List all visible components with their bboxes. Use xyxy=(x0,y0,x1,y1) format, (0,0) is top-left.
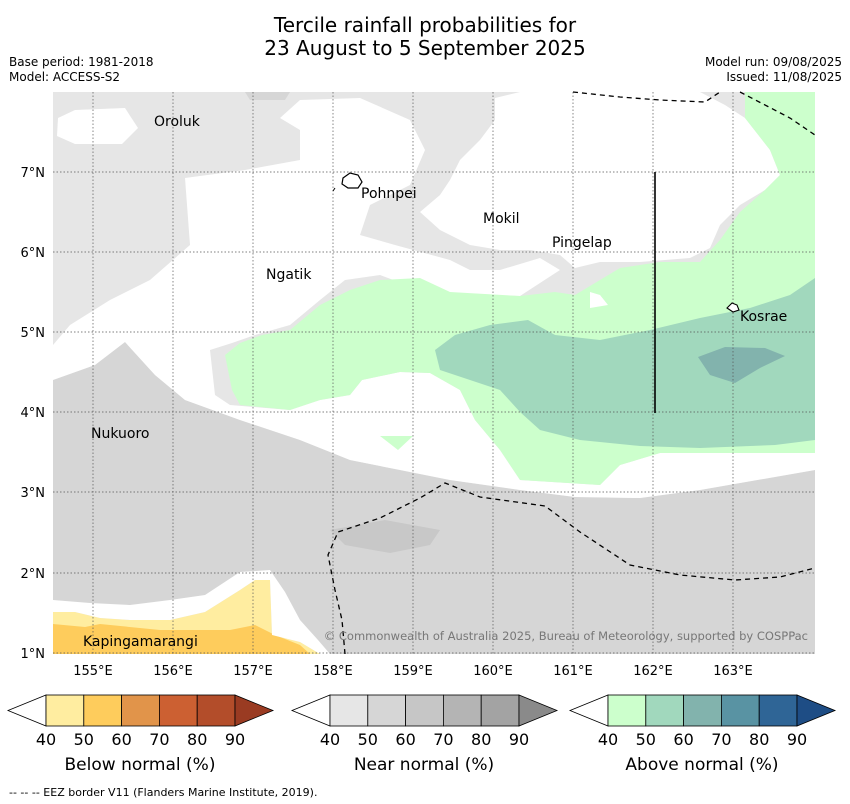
colorbar-tick-label: 50 xyxy=(636,730,656,749)
colorbar-tick-label: 80 xyxy=(471,730,491,749)
colorbar-swatch xyxy=(683,694,722,727)
colorbar-2: 40 50 60 70 80 90 xyxy=(568,694,837,749)
lat-label: 6°N xyxy=(21,246,46,261)
longitude-labels: 155°E 156°E 157°E 158°E 159°E 160°E 161°… xyxy=(73,664,753,679)
kosrae-island-shape xyxy=(726,302,740,313)
colorbar-1: 40 50 60 70 80 90 xyxy=(290,694,559,749)
colorbar-swatch xyxy=(405,694,444,727)
eez-border xyxy=(327,91,816,655)
lon-label: 161°E xyxy=(553,664,593,679)
map-title-line-1: Tercile rainfall probabilities for xyxy=(273,13,577,37)
lon-label: 155°E xyxy=(73,664,113,679)
model-name: Model: ACCESS-S2 xyxy=(9,70,121,84)
colorbar-swatch xyxy=(645,694,684,727)
colorbar-swatch xyxy=(83,694,123,727)
place-label-mokil: Mokil xyxy=(483,211,520,227)
colorbar-left-extension xyxy=(6,694,47,727)
lat-label: 4°N xyxy=(21,406,46,421)
colorbar-legends: 40 50 60 70 80 90 40 50 60 70 80 90 40 50 60 70 80 90 xyxy=(6,694,837,749)
colorbar-swatch xyxy=(121,694,160,727)
colorbar-tick-label: 70 xyxy=(433,730,453,749)
colorbar-swatch xyxy=(158,694,198,727)
latitude-labels: 7°N 6°N 5°N 4°N 3°N 2°N 1°N xyxy=(21,166,46,662)
rainfall-map: Oroluk Pohnpei Mokil Pingelap Ngatik Kos… xyxy=(21,91,816,679)
colorbar-swatch xyxy=(758,694,798,727)
lon-label: 158°E xyxy=(313,664,353,679)
colorbar-tick-label: 50 xyxy=(74,730,94,749)
colorbar-tick-label: 90 xyxy=(509,730,529,749)
lat-label: 5°N xyxy=(21,326,46,341)
colorbar-swatch xyxy=(367,694,406,727)
colorbar-right-extension xyxy=(234,694,275,727)
lon-label: 156°E xyxy=(153,664,193,679)
colorbar-0: 40 50 60 70 80 90 xyxy=(6,694,275,749)
colorbar-label-below-normal: Below normal (%) xyxy=(64,755,216,775)
colorbar-swatch xyxy=(329,694,369,727)
colorbar-left-extension xyxy=(568,694,609,727)
colorbar-swatch xyxy=(442,694,482,727)
colorbar-tick-label: 70 xyxy=(711,730,731,749)
colorbar-swatch xyxy=(607,694,647,727)
colorbar-label-above-normal: Above normal (%) xyxy=(625,755,779,775)
place-label-pohnpei: Pohnpei xyxy=(361,186,417,202)
map-title-line-2: 23 August to 5 September 2025 xyxy=(264,36,586,60)
place-label-kapingamarangi: Kapingamarangi xyxy=(83,634,198,650)
colorbar-tick-label: 60 xyxy=(673,730,693,749)
colorbar-tick-label: 70 xyxy=(149,730,169,749)
lat-label: 2°N xyxy=(21,567,46,582)
eez-footnote: -- -- -- EEZ border V11 (Flanders Marine… xyxy=(9,786,318,799)
near-normal-60-patch xyxy=(330,520,440,553)
place-label-pingelap: Pingelap xyxy=(552,235,612,251)
lon-label: 157°E xyxy=(233,664,273,679)
place-label-oroluk: Oroluk xyxy=(154,114,201,130)
colorbar-swatch xyxy=(45,694,85,727)
copyright-notice: © Commonwealth of Australia 2025, Bureau… xyxy=(324,629,808,643)
colorbar-tick-label: 60 xyxy=(395,730,415,749)
pohnpei-island-shape xyxy=(341,172,363,189)
graticule xyxy=(53,92,815,654)
colorbar-tick-label: 50 xyxy=(358,730,378,749)
colorbar-tick-label: 40 xyxy=(598,730,618,749)
colorbar-tick-label: 90 xyxy=(787,730,807,749)
place-label-ngatik: Ngatik xyxy=(266,267,312,283)
base-period: Base period: 1981-2018 xyxy=(9,55,154,69)
lat-label: 3°N xyxy=(21,486,46,501)
issued-date: Issued: 11/08/2025 xyxy=(726,70,842,84)
colorbar-left-extension xyxy=(290,694,331,727)
above-normal-70-patch xyxy=(698,347,785,383)
colorbar-right-extension xyxy=(796,694,837,727)
colorbar-swatch xyxy=(480,694,520,727)
below-normal-50-60-region xyxy=(53,624,310,654)
above-normal-60-region xyxy=(435,278,815,448)
colorbar-tick-label: 80 xyxy=(749,730,769,749)
model-run-date: Model run: 09/08/2025 xyxy=(704,55,842,69)
colorbar-label-near-normal: Near normal (%) xyxy=(353,755,495,775)
colorbar-swatch xyxy=(721,694,760,727)
lon-label: 159°E xyxy=(393,664,433,679)
colorbar-swatch xyxy=(196,694,236,727)
map-fill-layers xyxy=(53,92,815,654)
colorbar-tick-label: 80 xyxy=(187,730,207,749)
lon-label: 163°E xyxy=(713,664,753,679)
lon-label: 160°E xyxy=(473,664,513,679)
lon-label: 162°E xyxy=(633,664,673,679)
place-label-nukuoro: Nukuoro xyxy=(91,426,149,442)
colorbar-tick-label: 40 xyxy=(320,730,340,749)
colorbar-tick-label: 60 xyxy=(111,730,131,749)
lat-label: 7°N xyxy=(21,166,46,181)
colorbar-tick-label: 90 xyxy=(225,730,245,749)
colorbar-tick-label: 40 xyxy=(36,730,56,749)
colorbar-right-extension xyxy=(518,694,559,727)
normal-white-region xyxy=(53,98,815,498)
place-label-kosrae: Kosrae xyxy=(740,309,787,325)
lat-label: 1°N xyxy=(21,647,46,662)
